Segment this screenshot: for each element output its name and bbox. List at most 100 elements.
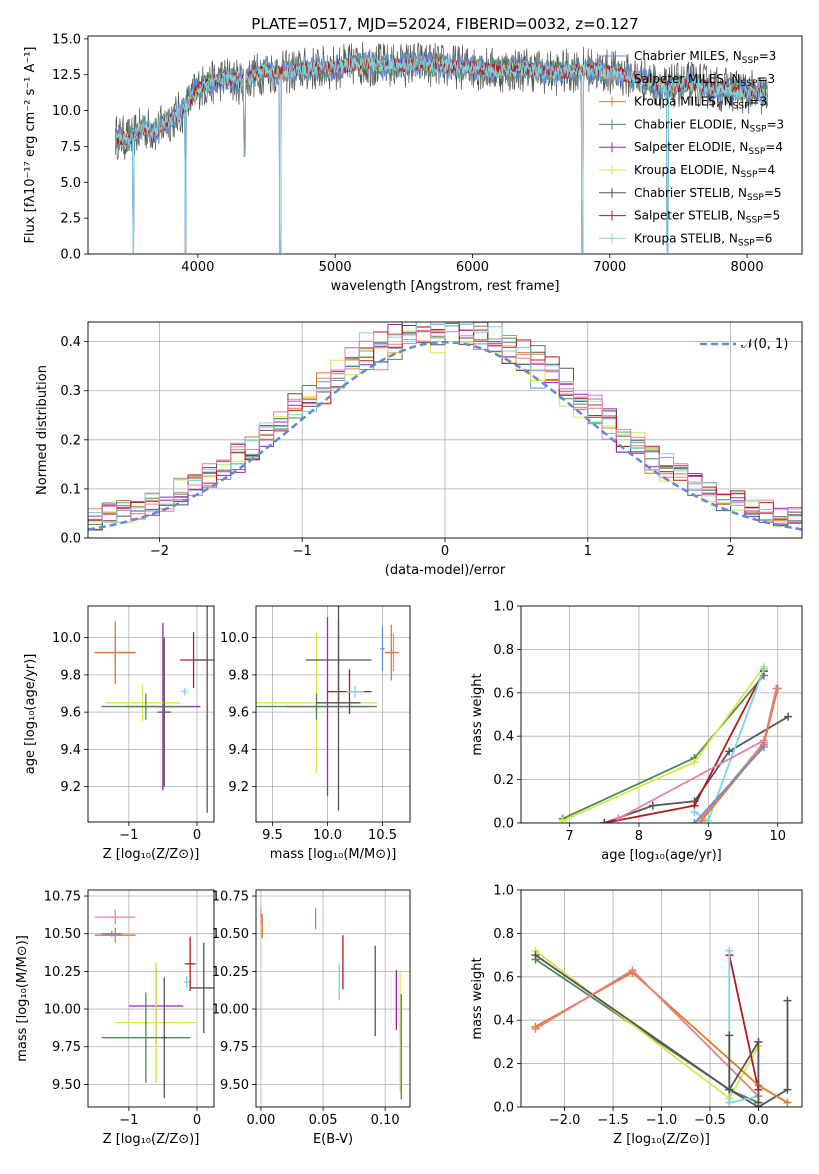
legend-text: Salpeter ELODIE, N — [634, 140, 748, 154]
x-tick-label: −2.0 — [549, 1113, 581, 1128]
panel-mass_vs_Z: −1 0 9.50 9.75 10.00 10.25 10.50 10.75 Z [log₁₀(… — [15, 890, 215, 1147]
axes-frame — [87, 605, 215, 823]
legend-label: Kroupa ELODIE, NSSP=4 — [634, 163, 775, 180]
legend-text: =3 — [766, 117, 784, 131]
series-line — [534, 958, 759, 1104]
y-tick-label: 10.25 — [212, 965, 249, 980]
legend-text: =3 — [750, 95, 768, 109]
plot-area — [88, 606, 214, 822]
y-tick-label: 9.75 — [52, 1040, 81, 1055]
series-line — [693, 746, 765, 823]
legend-label: Salpeter STELIB, NSSP=5 — [634, 209, 780, 226]
series-line — [617, 739, 765, 820]
legend-text: =3 — [759, 49, 777, 63]
series-marker — [759, 664, 768, 673]
histogram-pink — [88, 329, 802, 524]
legend-sub: SSP — [748, 147, 765, 157]
y-axis-label: mass [log₁₀(M/M⊙)] — [15, 935, 30, 1062]
y-axis-label: Flux [fλ10⁻¹⁷ erg cm⁻² s⁻¹ A⁻¹] — [23, 47, 38, 244]
plot-area — [521, 606, 802, 823]
x-tick-label: 0 — [193, 828, 201, 843]
x-tick-label: −1.0 — [646, 1113, 678, 1128]
series-marker — [783, 1098, 792, 1107]
y-tick-label: 12.5 — [52, 68, 81, 83]
y-tick-label: 9.6 — [228, 706, 249, 721]
x-tick-label: 9.5 — [262, 828, 283, 843]
series-marker — [648, 801, 657, 810]
y-tick-label: 7.5 — [60, 140, 81, 155]
series-line — [534, 950, 760, 1100]
legend-label: Chabrier ELODIE, NSSP=3 — [634, 117, 784, 134]
series-marker — [725, 1031, 734, 1040]
y-tick-label: 0.0 — [493, 1101, 514, 1116]
series-marker — [614, 814, 623, 823]
x-tick-label: −2 — [150, 544, 169, 559]
y-tick-label: 1.0 — [493, 600, 514, 615]
y-tick-label: 10.25 — [44, 965, 81, 980]
series-marker — [754, 1037, 763, 1046]
series-line — [562, 674, 765, 820]
x-tick-label: 9 — [704, 829, 712, 844]
plot-area — [88, 890, 214, 1107]
x-axis-label: wavelength [Angstrom, rest frame] — [331, 279, 560, 294]
y-tick-label: 9.4 — [228, 743, 249, 758]
histogram-kroupa_elodie — [88, 322, 802, 527]
x-tick-label: −1 — [293, 544, 312, 559]
legend-text: Kroupa MILES, N — [634, 95, 733, 109]
legend-label: 𝒩(0, 1) — [741, 337, 788, 352]
plot-area — [88, 322, 802, 538]
x-axis-label: mass [log₁₀(M/M⊙)] — [270, 847, 397, 862]
legend-text: Kroupa STELIB, N — [634, 231, 738, 245]
panel-mass_weight_vs_Z: −2.0 −1.5 −1.0 −0.5 0.0 0.0 0.2 0.4 0.6 0.8 1.0 Z [… — [470, 884, 803, 1147]
y-tick-label: 0.1 — [60, 482, 81, 497]
legend-text: Kroupa ELODIE, N — [634, 163, 741, 177]
legend-sub: SSP — [742, 56, 759, 66]
y-tick-label: 10.50 — [44, 927, 81, 942]
y-axis-label: age [log₁₀(age/yr)] — [23, 654, 38, 775]
x-tick-label: 10.0 — [313, 828, 342, 843]
legend-sub: SSP — [733, 102, 750, 112]
legend-label: Chabrier STELIB, NSSP=5 — [634, 186, 782, 203]
series-marker — [531, 1024, 540, 1033]
legend-sub: SSP — [741, 79, 758, 89]
y-tick-label: 10.0 — [52, 631, 81, 646]
legend-sub: SSP — [738, 238, 755, 248]
legend-label: Chabrier MILES, NSSP=3 — [634, 49, 776, 66]
y-tick-label: 10.00 — [44, 1003, 81, 1018]
legend-text: Chabrier ELODIE, N — [634, 117, 750, 131]
series-marker — [759, 743, 768, 752]
axes-frame — [520, 889, 803, 1108]
axes-frame — [87, 321, 803, 539]
series-line — [562, 666, 765, 822]
y-tick-label: 9.4 — [60, 743, 81, 758]
legend-text: =3 — [757, 72, 775, 86]
x-tick-label: −1 — [119, 1113, 138, 1128]
x-tick-label: 7000 — [593, 260, 626, 275]
legend-text: =5 — [764, 186, 782, 200]
series-marker — [704, 816, 713, 823]
y-tick-label: 9.50 — [52, 1078, 81, 1093]
legend-text: =6 — [755, 231, 773, 245]
x-tick-label: 0 — [441, 544, 449, 559]
x-tick-label: 5000 — [319, 260, 352, 275]
x-tick-label: 6000 — [456, 260, 489, 275]
y-tick-label: 0.2 — [493, 773, 514, 788]
legend-text: Chabrier STELIB, N — [634, 186, 747, 200]
x-tick-label: 0.05 — [309, 1113, 338, 1128]
y-tick-label: 10.50 — [212, 927, 249, 942]
series-marker — [690, 758, 699, 767]
x-tick-label: −1 — [119, 828, 138, 843]
y-tick-label: 0.3 — [60, 384, 81, 399]
y-tick-label: 0.6 — [493, 686, 514, 701]
series-line — [603, 715, 789, 823]
series-marker — [628, 966, 637, 975]
panel-age_vs_Z: −1 0 9.2 9.4 9.6 9.8 10.0 Z [log₁₀(Z/Z⊙)] age [l… — [23, 605, 215, 862]
series-marker — [783, 996, 792, 1005]
x-tick-label: 7 — [565, 829, 573, 844]
y-tick-label: 0.0 — [493, 817, 514, 832]
series-marker — [754, 1098, 763, 1107]
y-tick-label: 2.5 — [60, 212, 81, 227]
axes-frame — [87, 35, 803, 255]
x-tick-label: 0 — [193, 1113, 201, 1128]
